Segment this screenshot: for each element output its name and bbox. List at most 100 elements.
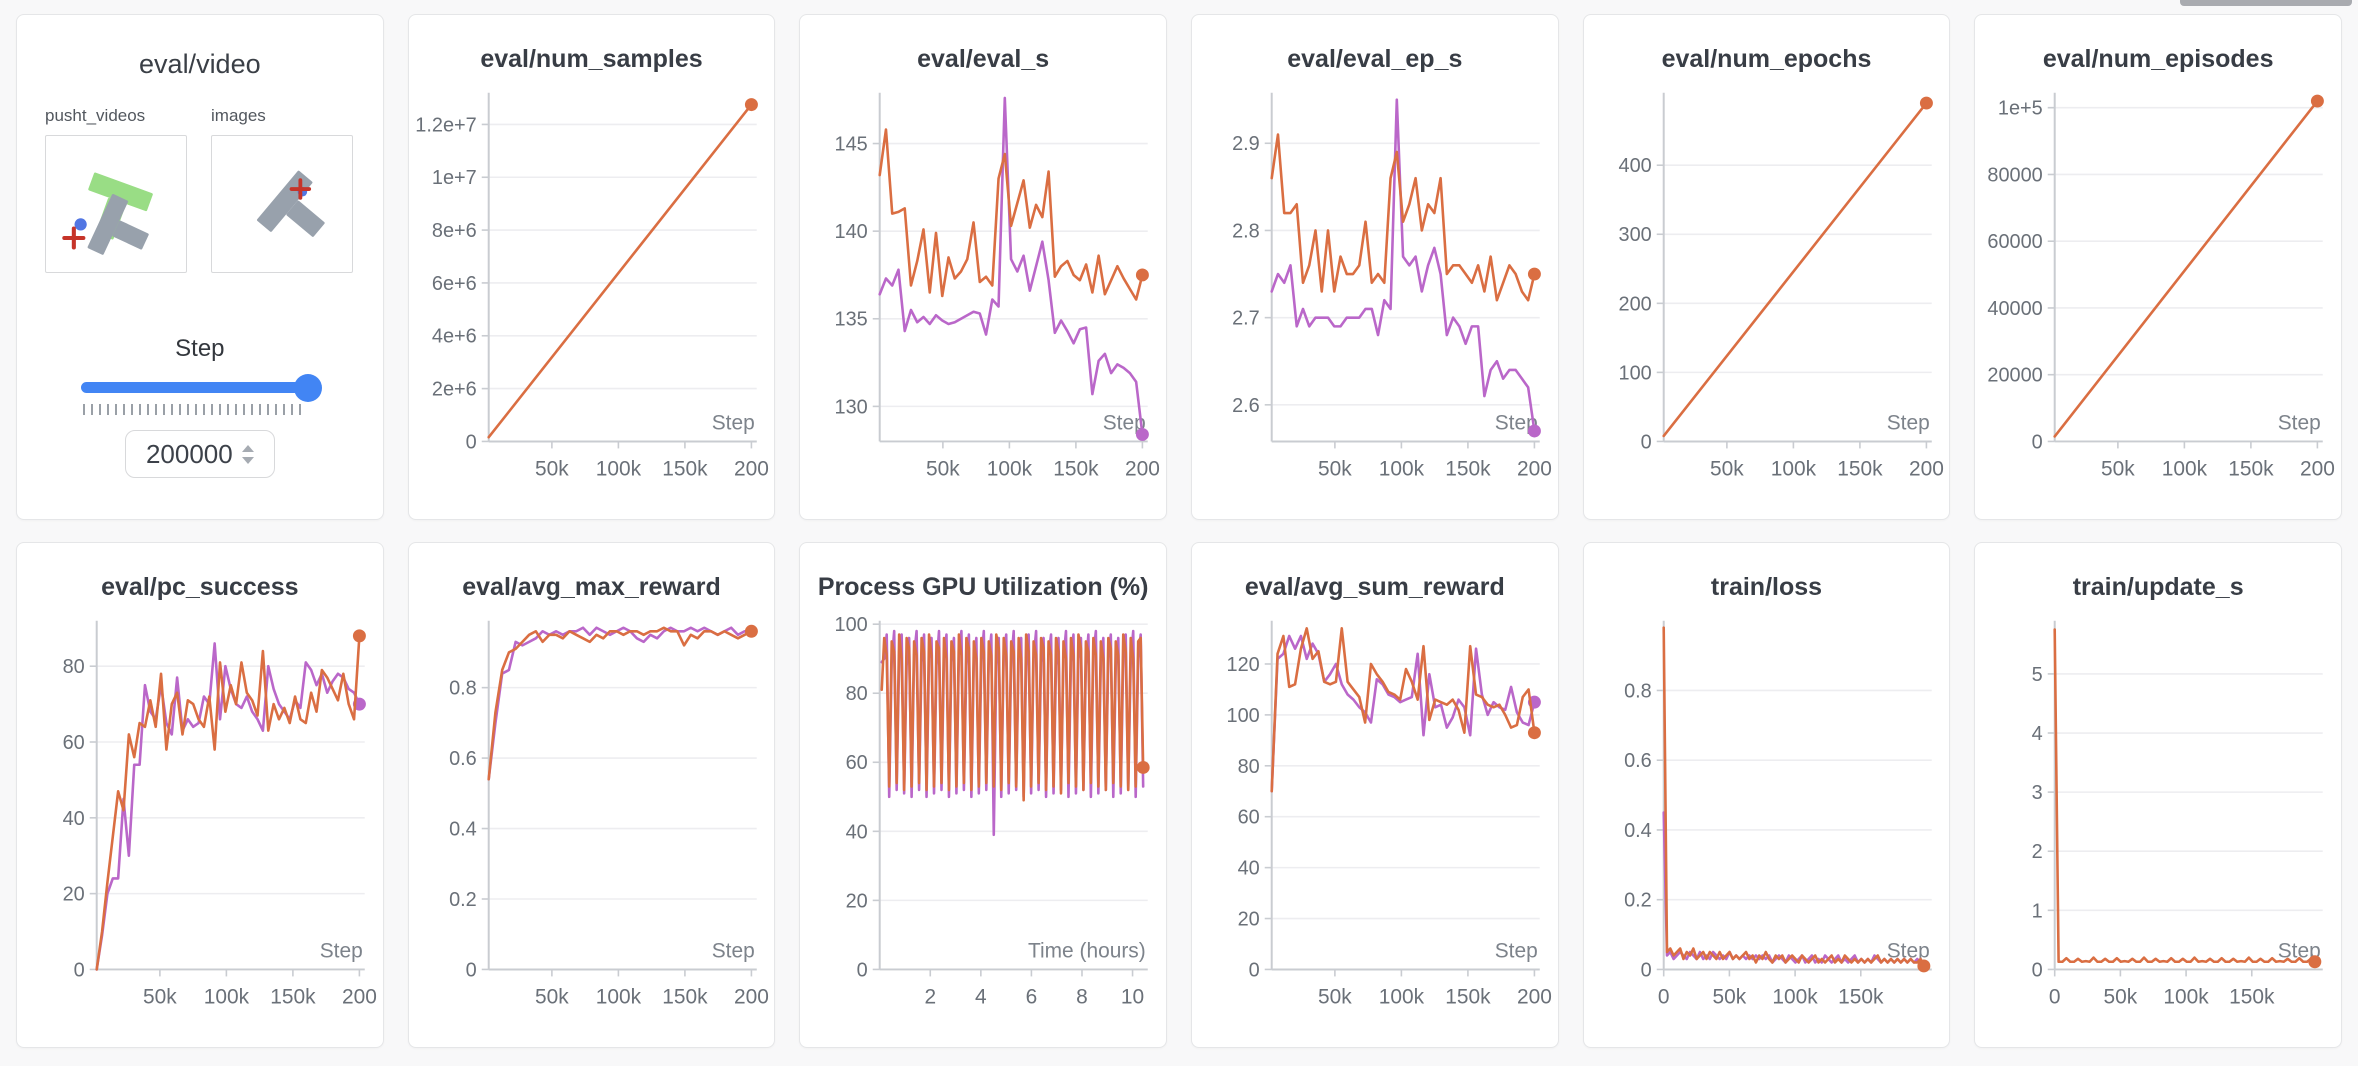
svg-text:0: 0 xyxy=(2049,985,2061,1008)
svg-text:150k: 150k xyxy=(1445,985,1491,1008)
pusht-videos-thumbnail[interactable] xyxy=(45,135,187,273)
svg-text:50k: 50k xyxy=(1710,457,1744,480)
svg-text:50k: 50k xyxy=(1712,985,1746,1008)
svg-text:100k: 100k xyxy=(1379,985,1425,1008)
svg-text:Step: Step xyxy=(1495,411,1538,434)
svg-text:6: 6 xyxy=(1026,985,1038,1008)
svg-text:20: 20 xyxy=(1238,909,1260,931)
svg-text:50k: 50k xyxy=(535,457,569,480)
svg-text:100k: 100k xyxy=(987,457,1033,480)
svg-text:150k: 150k xyxy=(1837,457,1883,480)
svg-text:200: 200 xyxy=(342,985,377,1008)
step-input[interactable]: 200000 xyxy=(124,430,275,478)
svg-text:0: 0 xyxy=(1658,985,1670,1008)
svg-text:200: 200 xyxy=(1125,457,1160,480)
stepper-arrows xyxy=(241,444,254,464)
chart-panel-eval-eval-ep-s[interactable]: eval/eval_ep_s 2.6 2.7 2.8 2.9 50k 100k 150k 20… xyxy=(1190,14,1559,520)
svg-text:100: 100 xyxy=(1227,705,1260,727)
chart-panel-eval-avg-sum-reward[interactable]: eval/avg_sum_reward 0 20 40 60 80 100 120 50k 10… xyxy=(1190,542,1559,1048)
chart-panel-train-update-s[interactable]: train/update_s 0 1 2 3 4 5 0 50k 100k 150k Step xyxy=(1974,542,2342,1048)
video-panel-title: eval/video xyxy=(139,49,261,79)
svg-text:2.9: 2.9 xyxy=(1232,133,1260,155)
svg-text:1e+5: 1e+5 xyxy=(1998,98,2043,120)
svg-text:Step: Step xyxy=(1886,411,1929,434)
svg-text:4e+6: 4e+6 xyxy=(432,326,477,348)
svg-text:2.6: 2.6 xyxy=(1232,395,1260,417)
svg-text:0: 0 xyxy=(465,431,476,453)
svg-text:0: 0 xyxy=(74,959,85,981)
svg-text:2: 2 xyxy=(2032,841,2043,863)
chart-panel-eval-num-epochs[interactable]: eval/num_epochs 0 100 200 300 400 50k 100k 150k… xyxy=(1582,14,1951,520)
svg-text:80: 80 xyxy=(1238,756,1260,778)
svg-text:200: 200 xyxy=(1517,457,1552,480)
panel-eval-video[interactable]: eval/video pusht_videos xyxy=(16,14,384,520)
step-control: Step 200000 xyxy=(17,335,383,478)
chart-title: train/update_s xyxy=(2072,573,2244,601)
svg-text:100k: 100k xyxy=(204,985,250,1008)
chart-plot: 130 135 140 145 50k 100k 150k 200 Step xyxy=(835,92,1160,480)
svg-text:150k: 150k xyxy=(662,457,708,480)
svg-text:50k: 50k xyxy=(2101,457,2135,480)
svg-text:0.6: 0.6 xyxy=(1624,750,1652,772)
svg-text:5: 5 xyxy=(2032,664,2043,686)
svg-text:100k: 100k xyxy=(1772,985,1818,1008)
svg-text:8e+6: 8e+6 xyxy=(432,220,477,242)
media-row: pusht_videos xyxy=(17,106,383,273)
svg-text:140: 140 xyxy=(835,221,868,243)
svg-text:0: 0 xyxy=(1640,431,1651,453)
svg-text:100: 100 xyxy=(1618,362,1651,384)
svg-text:100: 100 xyxy=(835,614,868,636)
svg-text:40: 40 xyxy=(1238,858,1260,880)
chart-panel-eval-num-samples[interactable]: eval/num_samples 0 2e+6 4e+6 6e+6 8e+6 1e+7 1.… xyxy=(407,14,776,520)
step-slider-thumb[interactable] xyxy=(293,374,322,402)
svg-text:300: 300 xyxy=(1618,224,1651,246)
step-decrement-icon[interactable] xyxy=(241,456,254,464)
svg-text:200: 200 xyxy=(1517,985,1552,1008)
svg-text:Time (hours): Time (hours) xyxy=(1028,939,1146,962)
svg-text:0: 0 xyxy=(1640,959,1651,981)
svg-text:100k: 100k xyxy=(1379,457,1425,480)
chart-panel-eval-avg-max-reward[interactable]: eval/avg_max_reward 0 0.2 0.4 0.6 0.8 50k 100k… xyxy=(407,542,776,1048)
svg-text:3: 3 xyxy=(2032,782,2043,804)
chart-panel-eval-pc-success[interactable]: eval/pc_success 0 20 40 60 80 50k 100k 150k 200 S… xyxy=(16,542,384,1048)
chart-panel-eval-num-episodes[interactable]: eval/num_episodes 0 20000 40000 60000 80000 1… xyxy=(1974,14,2342,520)
svg-text:Step: Step xyxy=(711,939,754,962)
step-slider[interactable] xyxy=(80,374,322,402)
svg-text:20000: 20000 xyxy=(1988,365,2043,387)
svg-text:100k: 100k xyxy=(1770,457,1816,480)
svg-text:100k: 100k xyxy=(595,457,641,480)
svg-text:4: 4 xyxy=(2032,723,2043,745)
svg-text:6e+6: 6e+6 xyxy=(432,273,477,295)
svg-text:40: 40 xyxy=(846,821,868,843)
images-thumbnail[interactable] xyxy=(211,135,353,273)
svg-text:4: 4 xyxy=(975,985,987,1008)
chart-panel-train-loss[interactable]: train/loss 0 0.2 0.4 0.6 0.8 0 50k 100k 150k Step xyxy=(1582,542,1951,1048)
chart-plot: 0 20000 40000 60000 80000 1e+5 50k 100k 150k 200 S… xyxy=(1988,92,2335,480)
step-slider-ticks xyxy=(83,404,305,415)
step-increment-icon[interactable] xyxy=(241,444,254,452)
pusht-env-render xyxy=(62,172,153,255)
svg-text:0: 0 xyxy=(2032,431,2043,453)
svg-text:200: 200 xyxy=(1909,457,1944,480)
svg-text:Step: Step xyxy=(711,411,754,434)
chart-panel-process-gpu-utilization[interactable]: Process GPU Utilization (%) 0 20 40 60 80 100… xyxy=(799,542,1167,1048)
step-slider-track[interactable] xyxy=(80,382,319,393)
svg-text:40000: 40000 xyxy=(1988,298,2043,320)
chart-panel-eval-eval-s[interactable]: eval/eval_s 130 135 140 145 50k 100k 150k 200 St… xyxy=(799,14,1167,520)
svg-text:0.6: 0.6 xyxy=(449,748,477,770)
step-value[interactable]: 200000 xyxy=(145,438,233,469)
svg-text:2.8: 2.8 xyxy=(1232,220,1260,242)
chart-title: train/loss xyxy=(1710,573,1823,601)
svg-text:150k: 150k xyxy=(270,985,316,1008)
chart-title: eval/avg_sum_reward xyxy=(1244,573,1505,601)
chart-title: eval/num_samples xyxy=(480,45,703,73)
svg-text:150k: 150k xyxy=(2229,985,2275,1008)
horizontal-scrollbar-thumb[interactable] xyxy=(2180,0,2352,6)
pusht-env-render xyxy=(257,170,325,237)
svg-text:0: 0 xyxy=(465,959,476,981)
svg-text:100k: 100k xyxy=(2162,457,2208,480)
svg-text:60000: 60000 xyxy=(1988,231,2043,253)
chart-plot: 0 20 40 60 80 100 2 4 6 8 10 Time (hours) xyxy=(835,614,1150,1008)
